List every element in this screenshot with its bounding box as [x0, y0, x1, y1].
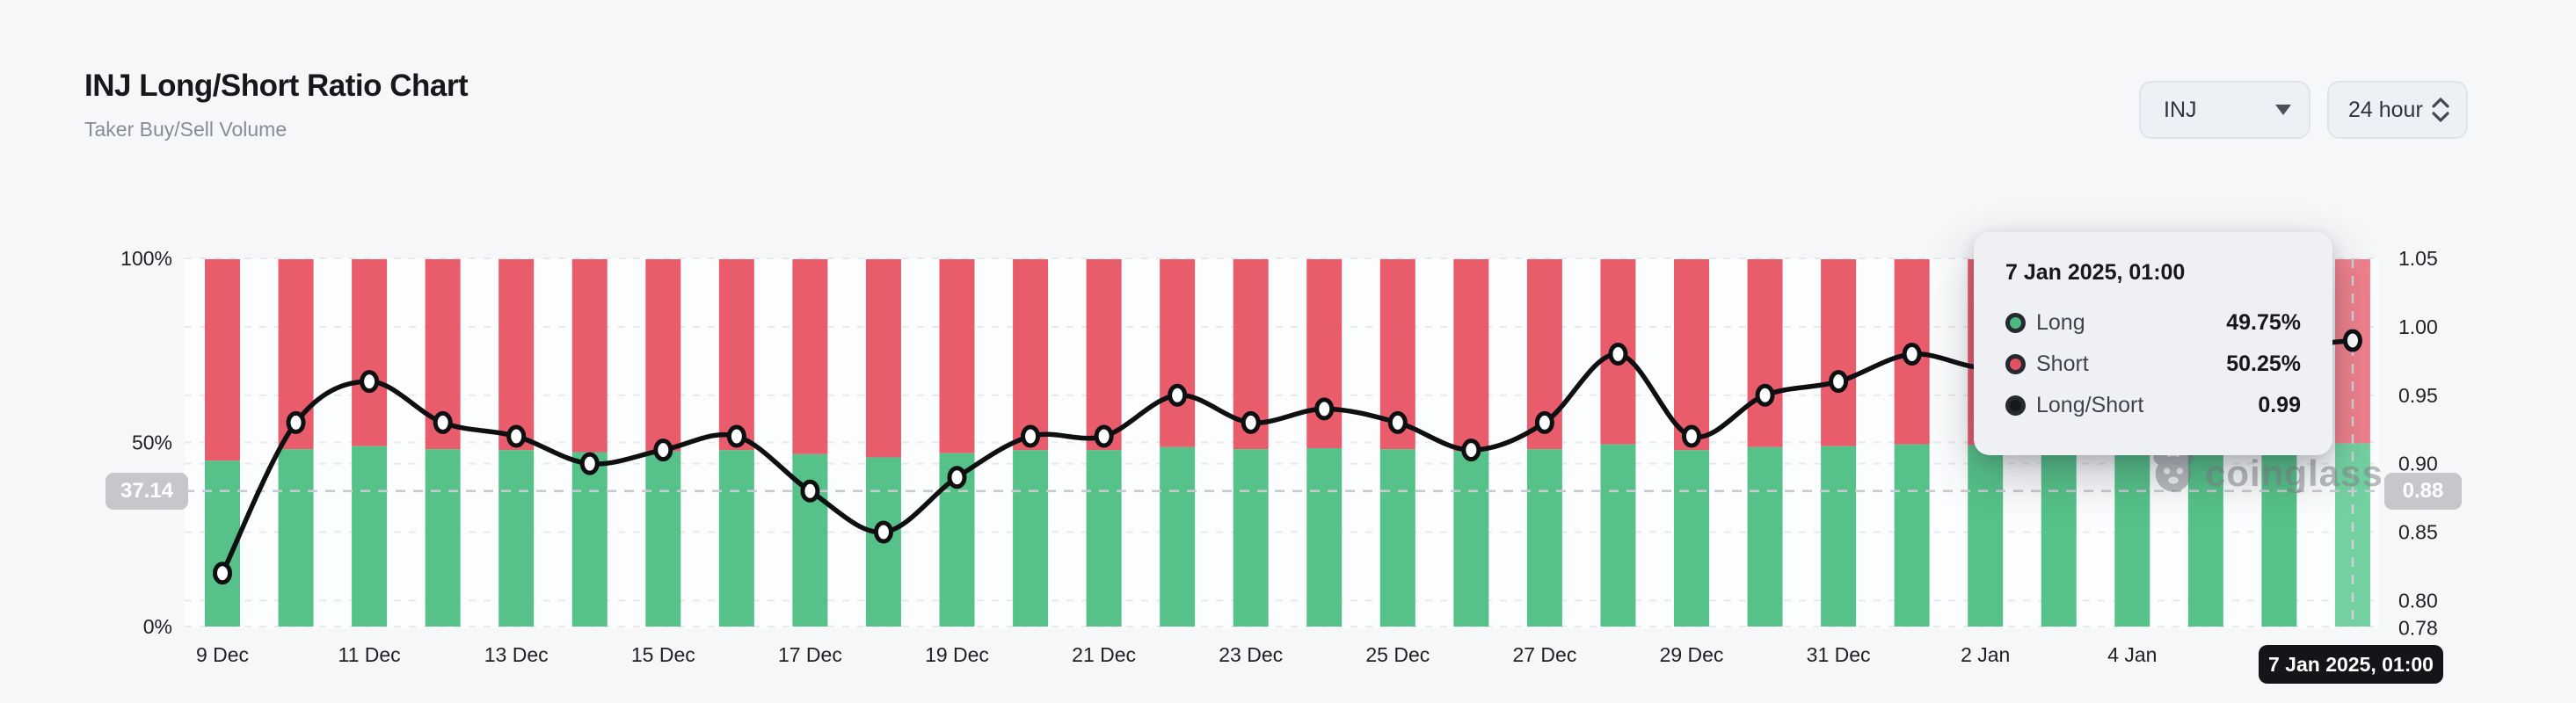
short-dot-icon: [2005, 354, 2026, 374]
svg-text:0.95: 0.95: [2398, 384, 2438, 407]
crosshair-right-badge: 0.88: [2384, 473, 2462, 510]
up-down-chevrons-icon: [2429, 95, 2452, 125]
ratio-dot-icon: [2005, 395, 2026, 416]
svg-text:29 Dec: 29 Dec: [1660, 643, 1724, 666]
tooltip-long-value: 49.75%: [2226, 310, 2301, 335]
svg-text:0%: 0%: [143, 615, 172, 638]
tooltip-ratio-label: Long/Short: [2036, 393, 2144, 417]
svg-text:0.80: 0.80: [2398, 589, 2438, 612]
svg-text:19 Dec: 19 Dec: [925, 643, 989, 666]
svg-text:23 Dec: 23 Dec: [1219, 643, 1283, 666]
svg-text:25 Dec: 25 Dec: [1365, 643, 1430, 666]
watermark-text: coinglass: [2205, 452, 2383, 494]
tooltip-row-ratio: Long/Short 0.99: [2005, 393, 2301, 418]
header: INJ Long/Short Ratio Chart Taker Buy/Sel…: [84, 69, 469, 141]
svg-text:11 Dec: 11 Dec: [338, 643, 401, 666]
crosshair-date-badge: 7 Jan 2025, 01:00: [2259, 645, 2443, 684]
page-title: INJ Long/Short Ratio Chart: [84, 69, 469, 103]
svg-text:100%: 100%: [120, 247, 172, 270]
chart-tooltip: 7 Jan 2025, 01:00 Long 49.75% Short 50.2…: [1974, 232, 2332, 455]
svg-text:21 Dec: 21 Dec: [1072, 643, 1136, 666]
svg-text:15 Dec: 15 Dec: [631, 643, 695, 666]
tooltip-row-short: Short 50.25%: [2005, 352, 2301, 377]
symbol-select-value: INJ: [2164, 97, 2197, 122]
svg-text:4 Jan: 4 Jan: [2107, 643, 2157, 666]
crosshair-left-badge: 37.14: [106, 473, 188, 510]
svg-text:2 Jan: 2 Jan: [1961, 643, 2010, 666]
watermark: coinglass: [2150, 448, 2383, 498]
tooltip-long-label: Long: [2036, 310, 2085, 335]
svg-text:0.85: 0.85: [2398, 521, 2438, 544]
tooltip-short-label: Short: [2036, 352, 2089, 376]
long-dot-icon: [2005, 313, 2026, 333]
svg-text:50%: 50%: [132, 431, 172, 454]
svg-text:17 Dec: 17 Dec: [778, 643, 842, 666]
svg-text:13 Dec: 13 Dec: [484, 643, 549, 666]
tooltip-row-long: Long 49.75%: [2005, 310, 2301, 336]
page-subtitle: Taker Buy/Sell Volume: [84, 118, 287, 141]
svg-text:0.90: 0.90: [2398, 453, 2438, 475]
symbol-select[interactable]: INJ: [2139, 81, 2310, 139]
svg-text:0.78: 0.78: [2398, 617, 2438, 640]
chevron-down-icon: [2275, 105, 2291, 115]
interval-select-value: 24 hour: [2348, 97, 2423, 122]
svg-text:1.05: 1.05: [2398, 247, 2438, 270]
tooltip-ratio-value: 0.99: [2258, 393, 2301, 417]
interval-select[interactable]: 24 hour: [2327, 81, 2468, 139]
svg-text:9 Dec: 9 Dec: [196, 643, 249, 666]
svg-text:31 Dec: 31 Dec: [1807, 643, 1871, 666]
svg-text:27 Dec: 27 Dec: [1512, 643, 1576, 666]
tooltip-short-value: 50.25%: [2226, 352, 2301, 376]
tooltip-title: 7 Jan 2025, 01:00: [2005, 260, 2186, 285]
svg-text:1.00: 1.00: [2398, 315, 2438, 338]
coinglass-logo-icon: [2150, 448, 2196, 498]
